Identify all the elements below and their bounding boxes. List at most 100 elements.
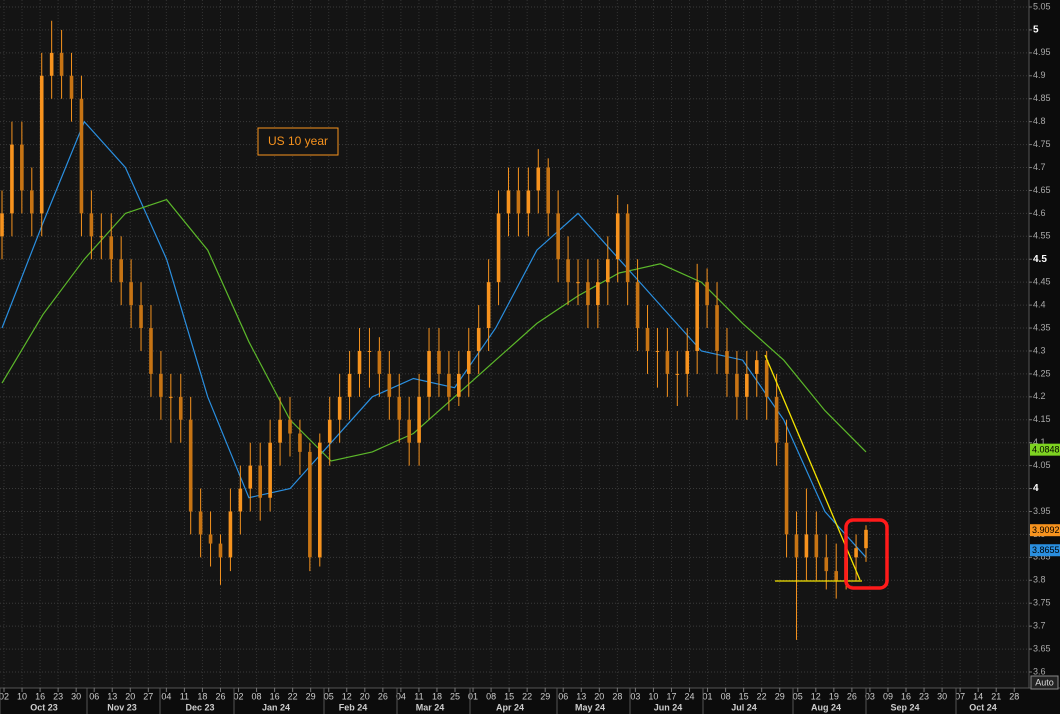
- candle-body: [735, 373, 739, 397]
- y-tick-label: 4.25: [1033, 368, 1051, 378]
- candle-body: [268, 442, 272, 498]
- y-tick-label: 3.65: [1033, 643, 1051, 653]
- candle-body: [357, 350, 362, 374]
- candle-body: [586, 282, 590, 306]
- y-tick-label: 4.2: [1033, 391, 1046, 401]
- candle-body: [745, 373, 749, 397]
- x-tick-label: 05: [324, 691, 334, 701]
- candle-body: [377, 350, 382, 374]
- x-tick-label: 16: [35, 691, 45, 701]
- x-tick-label: 29: [540, 691, 550, 701]
- y-tick-label: 4.75: [1033, 139, 1051, 149]
- y-tick-label: 5: [1033, 25, 1039, 36]
- candle-body: [69, 75, 74, 99]
- candle-body: [605, 259, 610, 283]
- month-label: Mar 24: [416, 702, 445, 712]
- candle-body: [834, 571, 839, 581]
- x-tick-label: 07: [955, 691, 965, 701]
- candle-body: [178, 396, 183, 420]
- candle-body: [29, 190, 34, 214]
- candle-body: [615, 213, 620, 260]
- candle-body: [258, 465, 263, 498]
- candle-body: [298, 433, 302, 452]
- candle-body: [159, 373, 163, 397]
- x-tick-label: 22: [757, 691, 767, 701]
- x-tick-label: 23: [919, 691, 929, 701]
- candle-body: [397, 396, 402, 420]
- x-tick-label: 23: [53, 691, 63, 701]
- month-label: Apr 24: [496, 702, 524, 712]
- last-value-badge: [1030, 524, 1060, 537]
- y-tick-label: 4.1: [1033, 437, 1046, 447]
- candle-body: [208, 534, 213, 544]
- candle-body: [576, 282, 580, 284]
- candle-body: [39, 75, 44, 214]
- chart-title: US 10 year: [268, 134, 328, 148]
- y-tick-label: 4.95: [1033, 47, 1051, 57]
- candle-body: [188, 419, 193, 512]
- candle-body: [784, 442, 789, 535]
- x-tick-label: 28: [612, 691, 622, 701]
- candle-body: [516, 190, 521, 214]
- x-tick-label: 09: [883, 691, 893, 701]
- x-tick-label: 04: [396, 691, 406, 701]
- candle-body: [655, 350, 660, 352]
- x-tick-label: 25: [450, 691, 460, 701]
- y-tick-label: 4.05: [1033, 460, 1051, 470]
- candle-body: [198, 511, 203, 535]
- x-tick-label: 03: [630, 691, 640, 701]
- y-tick-label: 4.9: [1033, 70, 1046, 80]
- candle-body: [645, 328, 650, 351]
- last-value-label: 3.8655: [1032, 545, 1060, 555]
- candle-body: [566, 259, 570, 283]
- candle-body: [804, 534, 809, 558]
- x-tick-label: 20: [360, 691, 370, 701]
- y-tick-label: 4.45: [1033, 277, 1051, 287]
- y-tick-label: 4.3: [1033, 345, 1046, 355]
- x-tick-label: 08: [252, 691, 262, 701]
- x-tick-label: 28: [1009, 691, 1019, 701]
- y-tick-label: 4.65: [1033, 185, 1051, 195]
- candle-body: [625, 213, 630, 283]
- candle-body: [526, 190, 531, 214]
- candle-body: [228, 511, 233, 558]
- y-tick-label: 4.6: [1033, 208, 1046, 218]
- month-label: May 24: [575, 702, 605, 712]
- candle-body: [238, 488, 243, 512]
- candle-body: [447, 373, 451, 397]
- candle-body: [854, 548, 858, 558]
- moving-average: [1, 198, 867, 462]
- y-tick-label: 4.8: [1033, 116, 1046, 126]
- candle-body: [675, 373, 680, 375]
- y-tick-label: 4.7: [1033, 162, 1046, 172]
- candle-body: [824, 557, 829, 572]
- candle-body: [288, 419, 292, 434]
- candle-body: [367, 350, 372, 352]
- x-tick-label: 15: [504, 691, 514, 701]
- x-tick-label: 01: [468, 691, 478, 701]
- last-value-badge: [1030, 544, 1060, 557]
- candle-body: [635, 282, 640, 329]
- candle-body: [308, 451, 312, 558]
- candle-body: [248, 465, 253, 489]
- auto-button-label[interactable]: Auto: [1035, 677, 1054, 687]
- auto-button[interactable]: [1030, 675, 1059, 690]
- candle-body: [774, 396, 779, 443]
- x-tick-label: 26: [215, 691, 225, 701]
- month-label: Aug 24: [811, 702, 841, 712]
- title-box: [257, 127, 339, 156]
- x-tick-label: 10: [648, 691, 658, 701]
- candle-body: [754, 360, 759, 374]
- candle-body: [695, 282, 699, 351]
- y-tick-label: 4.35: [1033, 322, 1051, 332]
- candle-body: [218, 543, 223, 558]
- candle-body: [59, 52, 64, 76]
- candle-body: [79, 98, 84, 214]
- month-label: Jun 24: [654, 702, 683, 712]
- candle-body: [0, 213, 4, 237]
- candle-body: [109, 236, 114, 260]
- candle-body: [20, 144, 24, 191]
- x-tick-label: 06: [89, 691, 99, 701]
